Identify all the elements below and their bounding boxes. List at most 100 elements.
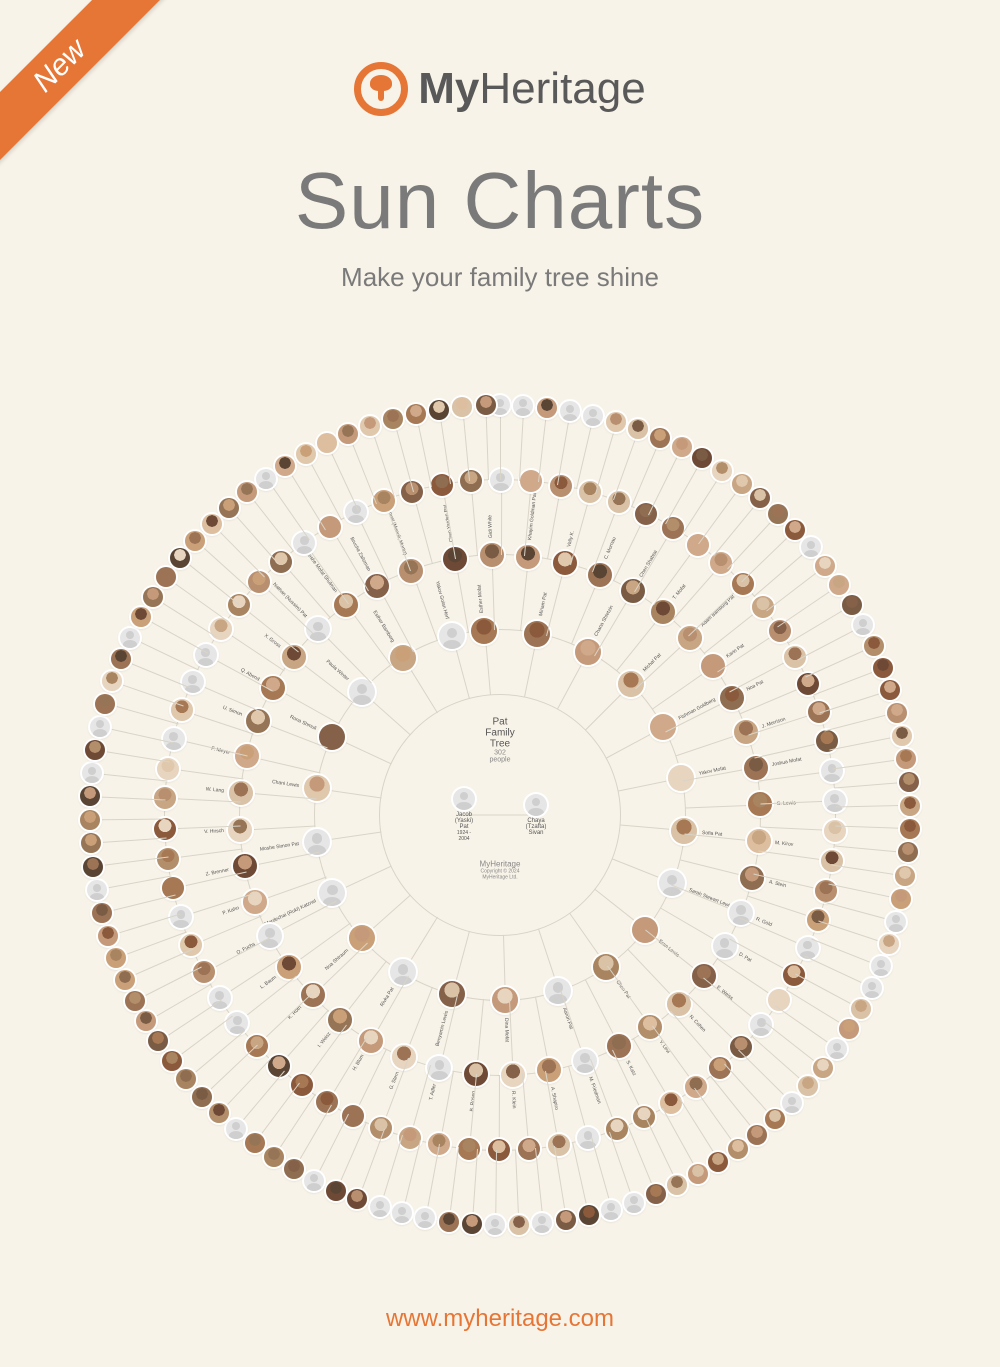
brand-name-bold: My	[418, 64, 479, 113]
person-avatar	[813, 1058, 833, 1078]
person-avatar	[92, 903, 112, 923]
person-avatar	[111, 649, 131, 669]
person-avatar	[492, 987, 518, 1013]
person-avatar	[95, 694, 115, 714]
person-avatar	[895, 866, 915, 886]
person-avatar-placeholder	[226, 1119, 246, 1139]
brand-name: MyHeritage	[418, 64, 645, 114]
page-subtitle: Make your family tree shine	[0, 262, 1000, 293]
person-avatar	[143, 587, 163, 607]
person-avatar-placeholder	[304, 1171, 324, 1191]
person-avatar	[672, 437, 692, 457]
person-avatar	[650, 428, 670, 448]
person-avatar	[359, 1029, 383, 1053]
person-avatar	[891, 889, 911, 909]
person-avatar	[765, 1109, 785, 1129]
person-avatar	[102, 671, 122, 691]
person-avatar	[744, 756, 768, 780]
person-name-label: Gidi White	[487, 515, 494, 538]
person-avatar	[873, 658, 893, 678]
person-avatar-placeholder	[163, 728, 185, 750]
person-avatar-placeholder	[258, 924, 282, 948]
person-avatar	[667, 1175, 687, 1195]
person-avatar-placeholder	[577, 1127, 599, 1149]
person-avatar	[556, 1210, 576, 1230]
person-avatar	[815, 556, 835, 576]
person-avatar	[264, 1147, 284, 1167]
person-avatar	[185, 531, 205, 551]
person-avatar	[334, 593, 358, 617]
person-avatar	[798, 1076, 818, 1096]
person-avatar	[202, 514, 222, 534]
person-avatar	[785, 520, 805, 540]
person-avatar-placeholder	[545, 978, 571, 1004]
person-avatar	[607, 1034, 631, 1058]
person-avatar	[156, 567, 176, 587]
person-avatar	[740, 866, 764, 890]
person-avatar	[115, 970, 135, 990]
person-avatar	[537, 398, 557, 418]
person-avatar	[730, 1036, 752, 1058]
person-avatar	[439, 981, 465, 1007]
person-avatar-placeholder	[182, 671, 204, 693]
person-avatar	[900, 796, 920, 816]
person-avatar	[608, 491, 630, 513]
person-avatar	[899, 772, 919, 792]
person-avatar	[360, 416, 380, 436]
person-avatar	[209, 1103, 229, 1123]
person-avatar	[701, 654, 725, 678]
person-avatar	[193, 961, 215, 983]
person-avatar	[892, 726, 912, 746]
person-avatar	[688, 1164, 708, 1184]
person-avatar	[317, 433, 337, 453]
person-avatar	[880, 680, 900, 700]
person-avatar	[732, 474, 752, 494]
person-avatar	[154, 818, 176, 840]
person-avatar-placeholder	[532, 1213, 552, 1233]
person-avatar	[747, 1125, 767, 1145]
person-avatar	[824, 820, 846, 842]
person-avatar	[628, 419, 648, 439]
person-avatar	[228, 818, 252, 842]
person-avatar	[662, 517, 684, 539]
person-avatar-placeholder	[782, 1093, 802, 1113]
person-avatar	[328, 1008, 352, 1032]
person-name-label: Dina Mofat	[503, 1018, 510, 1042]
person-avatar	[460, 470, 482, 492]
person-avatar-placeholder	[120, 628, 140, 648]
person-avatar-placeholder	[170, 906, 192, 928]
person-avatar	[270, 551, 292, 573]
person-avatar	[162, 1051, 182, 1071]
person-avatar	[429, 400, 449, 420]
person-avatar-placeholder	[601, 1200, 621, 1220]
person-avatar	[476, 395, 496, 415]
person-avatar-placeholder	[485, 1215, 505, 1235]
person-avatar	[750, 488, 770, 508]
person-avatar	[296, 444, 316, 464]
person-avatar-placeholder	[392, 1203, 412, 1223]
person-avatar	[635, 503, 657, 525]
person-avatar-placeholder	[256, 469, 276, 489]
person-avatar	[548, 1134, 570, 1156]
person-avatar	[85, 740, 105, 760]
person-avatar	[668, 765, 694, 791]
person-avatar-placeholder	[853, 615, 873, 635]
person-avatar-placeholder	[713, 934, 737, 958]
person-avatar	[646, 1184, 666, 1204]
person-avatar	[192, 1087, 212, 1107]
person-avatar	[501, 1063, 525, 1087]
person-avatar	[537, 1058, 561, 1082]
person-avatar	[606, 1118, 628, 1140]
person-avatar	[550, 475, 572, 497]
person-avatar	[692, 448, 712, 468]
person-avatar	[219, 498, 239, 518]
person-avatar	[80, 786, 100, 806]
person-avatar	[671, 818, 697, 844]
person-avatar	[80, 810, 100, 830]
person-avatar	[136, 1011, 156, 1031]
person-avatar-placeholder	[659, 870, 685, 896]
person-avatar	[480, 543, 504, 567]
person-avatar	[887, 703, 907, 723]
person-avatar-placeholder	[439, 623, 465, 649]
person-avatar-placeholder	[801, 537, 821, 557]
